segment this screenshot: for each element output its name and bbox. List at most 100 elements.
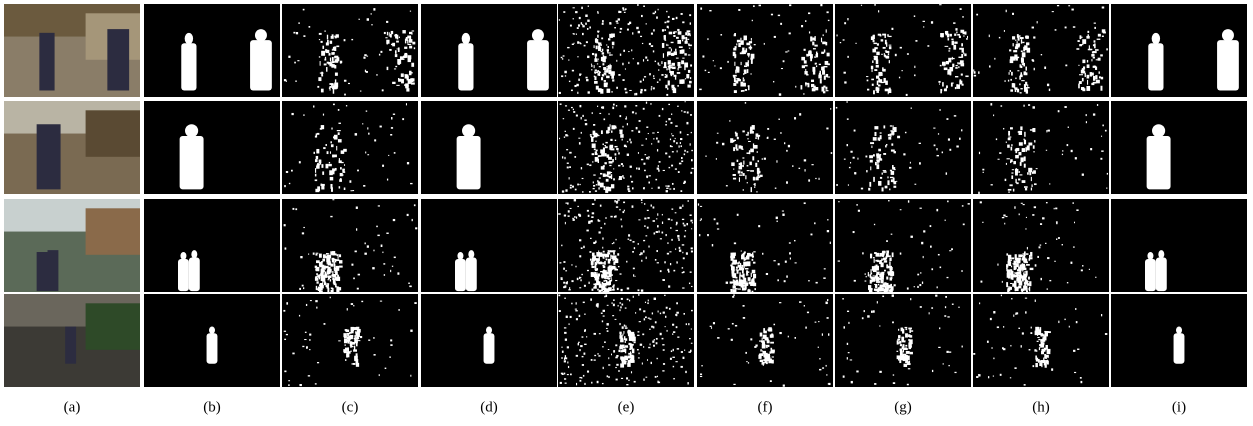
mask-noise [602, 383, 604, 384]
mask-pixel [1096, 59, 1098, 60]
mask-pixel [356, 337, 359, 339]
mask-noise [629, 90, 631, 91]
mask-noise [823, 34, 824, 36]
mask-noise [691, 150, 693, 151]
mask-noise [380, 126, 382, 128]
mask-pixel [961, 74, 963, 76]
mask-noise [315, 254, 317, 256]
mask-pixel [744, 69, 747, 72]
mask-pixel [809, 31, 810, 33]
mask-noise [771, 14, 773, 16]
mask-noise [935, 295, 937, 297]
mask-noise [581, 22, 582, 24]
mask-noise [920, 272, 921, 273]
mask-pixel [901, 352, 902, 355]
mask-pixel [760, 333, 763, 337]
mask-noise [607, 50, 608, 52]
mask-noise [645, 302, 646, 303]
mask-pixel [610, 124, 611, 127]
mask-noise [1064, 319, 1065, 320]
mask-pixel [625, 357, 627, 358]
mask-noise [619, 309, 620, 311]
mask-noise [616, 21, 618, 23]
mask-noise [577, 27, 579, 29]
mask-noise [561, 75, 563, 77]
mask-noise [778, 119, 779, 120]
mask-pixel [602, 254, 605, 257]
mask-noise [653, 78, 655, 79]
mask-pixel [826, 29, 827, 32]
mask-head [457, 252, 463, 260]
mask-pixel [315, 174, 316, 177]
mask-noise [751, 73, 752, 74]
mask-noise [999, 152, 1001, 154]
mask-pixel [1076, 48, 1079, 50]
mask-noise [589, 191, 591, 193]
mask-noise [667, 45, 668, 46]
mask-pixel [878, 181, 881, 186]
mask-noise [368, 340, 370, 341]
mask-noise [597, 31, 599, 33]
image-cell [282, 101, 418, 194]
mask-pixel [1033, 151, 1034, 152]
mask-noise [690, 172, 692, 174]
mask-pixel [606, 258, 608, 260]
mask-pixel [730, 265, 732, 267]
mask-noise [669, 167, 671, 168]
mask-noise [616, 206, 618, 207]
mask-noise [669, 156, 671, 158]
mask-pixel [880, 35, 882, 37]
photo-region [86, 110, 140, 157]
mask-pixel [762, 362, 764, 364]
mask-noise [344, 80, 346, 82]
mask-noise [1002, 217, 1004, 218]
mask-noise [949, 250, 951, 251]
mask-noise [616, 355, 618, 357]
mask-noise [932, 370, 933, 372]
mask-noise [623, 9, 624, 11]
mask-noise [921, 242, 923, 244]
mask-pixel [876, 88, 879, 93]
mask-noise [591, 69, 592, 70]
mask-pixel [873, 278, 875, 282]
mask-pixel [607, 52, 611, 53]
mask-pixel [959, 62, 962, 64]
mask-pixel [954, 42, 957, 44]
mask-noise [622, 79, 624, 81]
mask-noise [410, 375, 411, 377]
mask-noise [658, 165, 659, 167]
mask-pixel [873, 56, 875, 57]
mask-pixel [1031, 184, 1032, 187]
mask-pixel [753, 283, 756, 287]
mask-pixel [339, 260, 342, 263]
mask-pixel [753, 251, 755, 252]
mask-noise [688, 200, 689, 201]
mask-pixel [411, 63, 414, 67]
mask-noise [629, 240, 630, 241]
mask-noise [649, 175, 651, 176]
mask-noise [572, 186, 574, 188]
mask-noise [602, 237, 603, 239]
mask-noise [736, 269, 737, 270]
mask-noise [955, 67, 957, 69]
mask-noise [612, 286, 613, 288]
mask-noise [560, 103, 562, 104]
mask-noise [394, 152, 396, 154]
mask-noise [672, 89, 674, 90]
mask-noise [623, 202, 625, 204]
mask-head [255, 29, 267, 41]
mask-noise [677, 150, 678, 152]
mask-pixel [753, 275, 755, 280]
mask-noise [608, 349, 609, 350]
image-cell [835, 4, 971, 97]
mask-pixel [892, 134, 893, 135]
mask-pixel [873, 257, 875, 258]
mask-pixel [606, 76, 610, 79]
mask-noise [645, 235, 647, 236]
mask-pixel [670, 71, 674, 75]
mask-pixel [686, 74, 689, 78]
mask-noise [978, 192, 980, 194]
mask-pixel [738, 43, 741, 47]
mask-noise [641, 145, 643, 146]
mask-noise [658, 69, 659, 70]
